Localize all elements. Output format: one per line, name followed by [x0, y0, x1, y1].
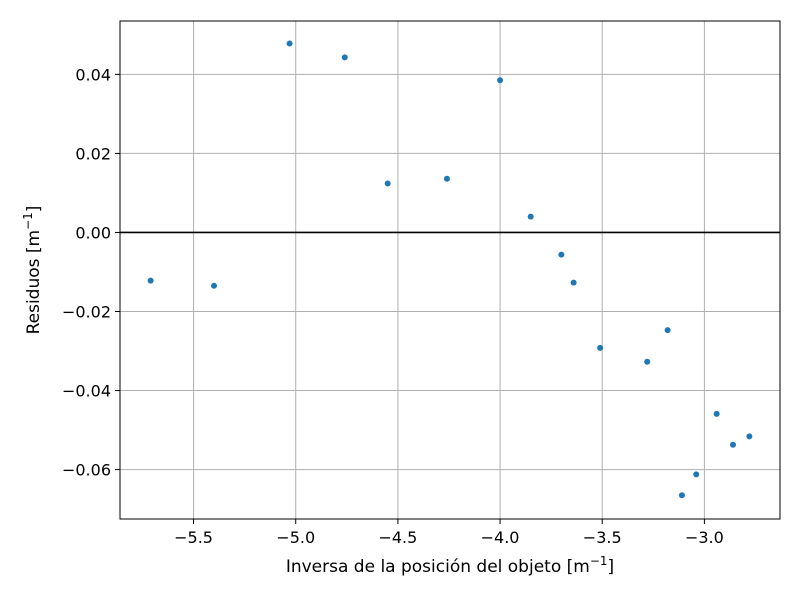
data-point: [597, 344, 604, 351]
y-tick-label: −0.04: [62, 382, 111, 401]
data-point: [570, 279, 577, 286]
data-point: [286, 40, 293, 47]
axis-ticks: −5.5 −5.0 −4.5 −4.0 −3.5 −3.0 −0.06 −0.04 −0.02 0…: [62, 65, 724, 547]
data-point: [497, 77, 504, 84]
data-point: [147, 277, 154, 284]
y-tick-label: 0.00: [75, 223, 111, 242]
data-point: [210, 282, 217, 289]
x-tick-label: −4.5: [378, 528, 417, 547]
y-tick-label: −0.06: [62, 461, 111, 480]
data-point: [730, 441, 737, 448]
plot-frame: [119, 20, 781, 520]
data-points: [147, 40, 753, 499]
y-tick-label: 0.04: [75, 65, 111, 84]
y-tick-label: 0.02: [75, 144, 111, 163]
data-point: [693, 471, 700, 478]
x-tick-label: −5.5: [174, 528, 213, 547]
grid: [120, 21, 780, 519]
y-axis-title: Residuos [m−1]: [21, 206, 44, 335]
data-point: [341, 54, 348, 61]
x-tick-label: −5.0: [276, 528, 315, 547]
data-point: [713, 410, 720, 417]
x-tick-label: −4.0: [481, 528, 520, 547]
data-point: [558, 251, 565, 258]
data-point: [678, 492, 685, 499]
x-tick-label: −3.5: [583, 528, 622, 547]
x-axis-title: Inversa de la posición del objeto [m−1]: [286, 554, 614, 577]
data-point: [644, 358, 651, 365]
data-point: [443, 175, 450, 182]
x-tick-label: −3.0: [685, 528, 724, 547]
data-point: [527, 213, 534, 220]
data-point: [746, 433, 753, 440]
data-point: [384, 180, 391, 187]
y-tick-label: −0.02: [62, 303, 111, 322]
data-point: [664, 327, 671, 334]
